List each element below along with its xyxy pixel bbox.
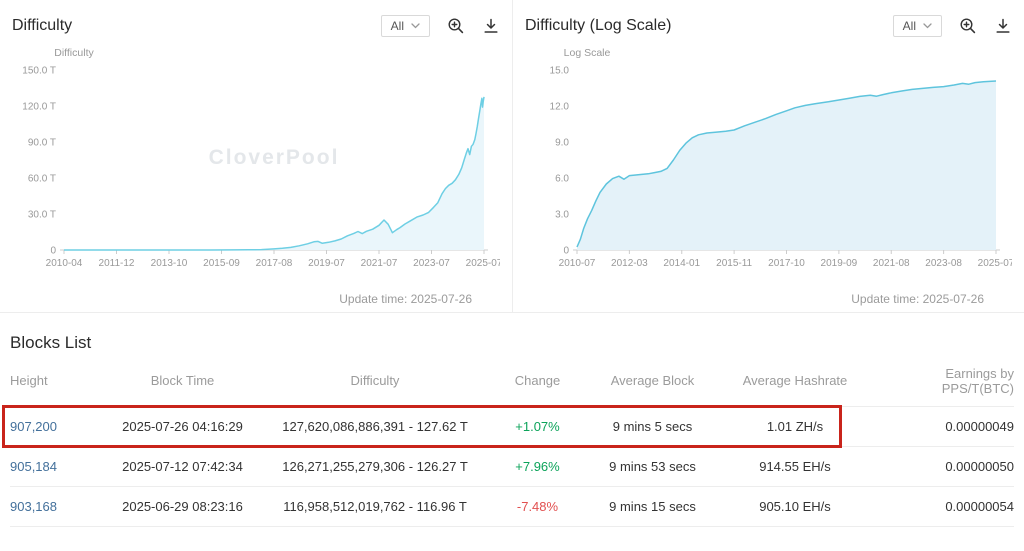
- chart-title: Difficulty (Log Scale): [525, 17, 672, 34]
- download-icon: [996, 18, 1010, 33]
- zoom-in-button[interactable]: [447, 17, 465, 35]
- column-header-average-block: Average Block: [610, 373, 695, 388]
- svg-text:12.0: 12.0: [550, 102, 570, 113]
- svg-text:2025-07: 2025-07: [978, 258, 1012, 269]
- svg-text:2019-09: 2019-09: [821, 258, 858, 269]
- svg-text:2014-01: 2014-01: [663, 258, 700, 269]
- svg-text:60.0 T: 60.0 T: [28, 174, 56, 185]
- average-block-time: 9 mins 15 secs: [609, 499, 696, 514]
- update-time: Update time: 2025-07-26: [339, 292, 472, 306]
- block-height-link[interactable]: 905,184: [10, 459, 57, 474]
- block-height-link[interactable]: 907,200: [10, 419, 57, 434]
- update-time: Update time: 2025-07-26: [851, 292, 984, 306]
- table-row: 907,200 2025-07-26 04:16:29 127,620,086,88…: [2, 405, 1014, 448]
- svg-text:CloverPool: CloverPool: [209, 146, 340, 169]
- zoom-in-button[interactable]: [959, 17, 977, 35]
- svg-text:2011-12: 2011-12: [99, 258, 135, 269]
- chevron-down-icon: [923, 23, 932, 29]
- time-range-select[interactable]: All: [380, 15, 430, 37]
- svg-text:2010-04: 2010-04: [46, 258, 83, 269]
- blocks-table-body: 907,200 2025-07-26 04:16:29 127,620,086,88…: [2, 405, 1014, 527]
- difficulty-change: +7.96%: [515, 459, 560, 474]
- difficulty-change: +1.07%: [515, 419, 560, 434]
- column-header-block-time: Block Time: [150, 373, 215, 388]
- svg-text:Difficulty: Difficulty: [54, 47, 94, 59]
- svg-text:2013-10: 2013-10: [151, 258, 188, 269]
- svg-text:6.0: 6.0: [555, 174, 569, 185]
- svg-text:9.0: 9.0: [555, 138, 569, 149]
- blocks-list-title: Blocks List: [10, 333, 92, 352]
- zoom-in-icon: [960, 18, 976, 34]
- block-difficulty: 116,958,512,019,762 - 116.96 T: [283, 499, 467, 514]
- chevron-down-icon: [411, 23, 420, 29]
- download-icon: [484, 18, 498, 33]
- earnings-pps: 0.00000050: [945, 459, 1014, 474]
- column-header-height: Height: [10, 373, 48, 388]
- svg-text:2015-09: 2015-09: [203, 258, 240, 269]
- average-block-time: 9 mins 5 secs: [612, 419, 693, 434]
- difficulty-panel: Difficulty All: [0, 0, 512, 312]
- column-header-change: Change: [514, 373, 561, 388]
- svg-text:2023-08: 2023-08: [925, 258, 962, 269]
- svg-text:15.0: 15.0: [550, 66, 570, 77]
- average-hashrate: 905.10 EH/s: [759, 499, 831, 514]
- block-difficulty: 127,620,086,886,391 - 127.62 T: [282, 419, 468, 434]
- difficulty-change: -7.48%: [516, 499, 559, 514]
- time-range-value: All: [390, 19, 404, 33]
- time-range-select[interactable]: All: [892, 15, 942, 37]
- download-button[interactable]: [994, 17, 1012, 35]
- time-range-value: All: [902, 19, 916, 33]
- svg-text:2019-07: 2019-07: [308, 258, 345, 269]
- panel-header: Difficulty (Log Scale) All: [525, 10, 1012, 42]
- chart-title: Difficulty: [12, 17, 73, 34]
- svg-text:0: 0: [563, 246, 569, 257]
- average-hashrate: 914.55 EH/s: [759, 459, 831, 474]
- svg-text:2023-07: 2023-07: [413, 258, 450, 269]
- svg-text:2017-08: 2017-08: [256, 258, 293, 269]
- difficulty-log-chart[interactable]: Log Scale03.06.09.012.015.0CloverPool201…: [525, 42, 1015, 286]
- svg-text:2017-10: 2017-10: [768, 258, 805, 269]
- svg-text:2025-07: 2025-07: [466, 258, 500, 269]
- svg-text:2015-11: 2015-11: [716, 258, 752, 269]
- download-button[interactable]: [482, 17, 500, 35]
- svg-text:2012-03: 2012-03: [611, 258, 648, 269]
- blocks-section: Blocks List Height Block Time Difficulty Ch…: [0, 313, 1024, 527]
- block-height-link[interactable]: 903,168: [10, 499, 57, 514]
- table-row: 903,168 2025-06-29 08:23:16 116,958,512,01…: [10, 487, 1014, 527]
- svg-text:2021-08: 2021-08: [873, 258, 910, 269]
- svg-text:2010-07: 2010-07: [559, 258, 596, 269]
- chart-controls: All: [380, 15, 500, 37]
- chart-controls: All: [892, 15, 1012, 37]
- charts-row: Difficulty All: [0, 0, 1024, 313]
- blocks-table-header: Height Block Time Difficulty Change Average …: [10, 355, 1014, 407]
- block-difficulty: 126,271,255,279,306 - 126.27 T: [282, 459, 468, 474]
- svg-text:120.0 T: 120.0 T: [22, 102, 56, 113]
- zoom-in-icon: [448, 18, 464, 34]
- svg-text:2021-07: 2021-07: [361, 258, 398, 269]
- column-header-difficulty: Difficulty: [350, 373, 400, 388]
- column-header-earnings-by-pps-t-btc-: Earnings by PPS/T(BTC): [941, 365, 1014, 396]
- earnings-pps: 0.00000049: [945, 419, 1014, 434]
- blocks-table: Height Block Time Difficulty Change Average …: [2, 355, 1014, 527]
- svg-text:90.0 T: 90.0 T: [28, 138, 56, 149]
- svg-text:150.0 T: 150.0 T: [22, 66, 56, 77]
- average-hashrate: 1.01 ZH/s: [766, 419, 824, 434]
- table-row: 905,184 2025-07-12 07:42:34 126,271,255,27…: [10, 447, 1014, 487]
- column-header-average-hashrate: Average Hashrate: [742, 373, 848, 388]
- block-time: 2025-07-26 04:16:29: [122, 419, 243, 434]
- difficulty-dashboard: Difficulty All: [0, 0, 1024, 527]
- svg-text:3.0: 3.0: [555, 210, 569, 221]
- difficulty-log-panel: Difficulty (Log Scale) All: [512, 0, 1024, 312]
- earnings-pps: 0.00000054: [945, 499, 1014, 514]
- difficulty-chart[interactable]: Difficulty 0 30.0 T 60.0 T 90.0 T 120.0 T 150.…: [12, 42, 503, 286]
- average-block-time: 9 mins 53 secs: [609, 459, 696, 474]
- block-time: 2025-06-29 08:23:16: [122, 499, 243, 514]
- panel-header: Difficulty All: [12, 10, 500, 42]
- svg-text:30.0 T: 30.0 T: [28, 210, 56, 221]
- svg-text:0: 0: [50, 246, 56, 257]
- svg-text:Log Scale: Log Scale: [564, 47, 611, 59]
- block-time: 2025-07-12 07:42:34: [122, 459, 243, 474]
